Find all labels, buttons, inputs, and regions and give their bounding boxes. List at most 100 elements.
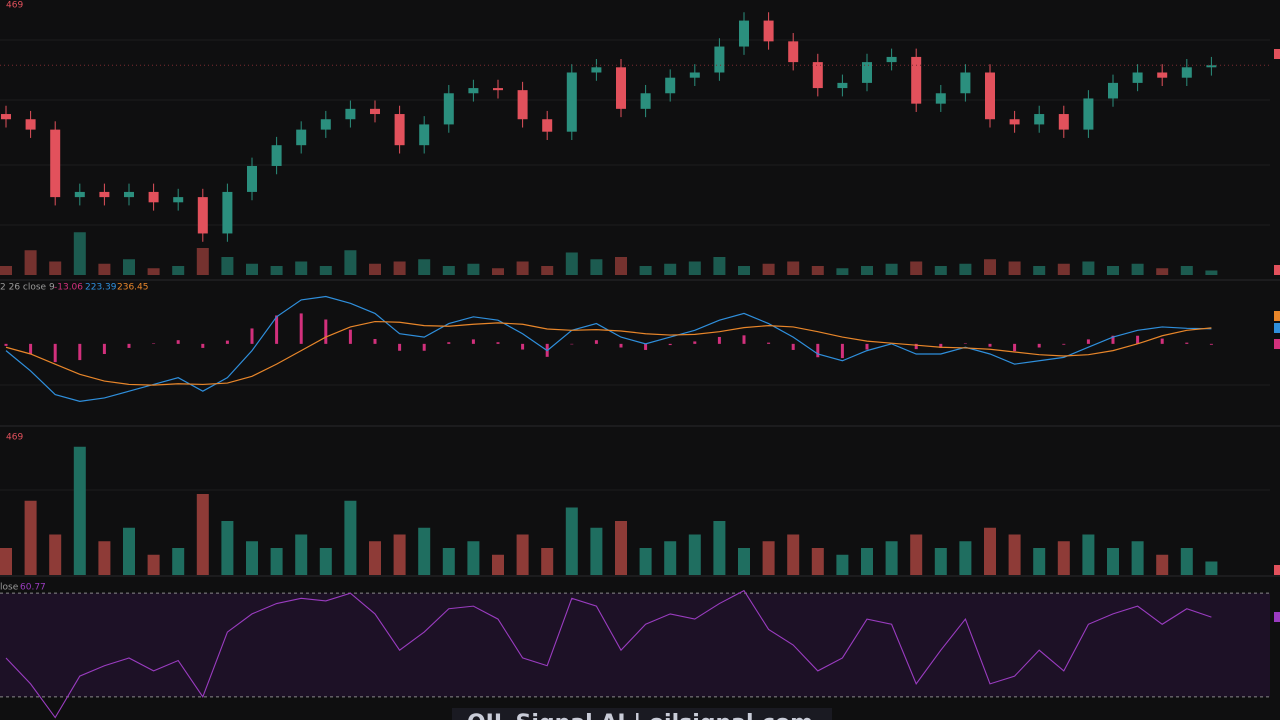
candle-body xyxy=(911,56,922,104)
volume-bar xyxy=(1008,261,1021,275)
histogram-bar xyxy=(988,343,992,347)
volume-bar xyxy=(295,261,308,275)
volume-bar xyxy=(1033,266,1046,275)
candle-body xyxy=(443,93,454,125)
volume-bar xyxy=(910,261,923,275)
histogram-bar xyxy=(767,342,771,344)
volume-bar xyxy=(24,250,37,275)
volume-bar xyxy=(516,261,529,275)
volume-bar xyxy=(836,268,849,275)
volume-bar xyxy=(49,534,62,575)
volume-bar xyxy=(0,548,12,575)
volume-bar xyxy=(1156,554,1169,575)
candle-body xyxy=(1132,72,1143,83)
candle-body xyxy=(960,72,971,94)
histogram-bar xyxy=(152,343,156,344)
volume-bar xyxy=(172,266,185,275)
volume-bar xyxy=(172,548,185,575)
candle-body xyxy=(493,88,503,91)
volume-bar xyxy=(713,521,726,575)
volume-bar xyxy=(811,548,824,575)
candle-body xyxy=(862,62,872,83)
candle-body xyxy=(222,191,233,234)
volume-bar xyxy=(664,263,677,275)
candle-body xyxy=(665,77,676,94)
histogram-bar xyxy=(250,328,254,344)
histogram-bar xyxy=(1062,343,1066,345)
histogram-bar xyxy=(496,342,500,344)
histogram-bar xyxy=(422,343,426,351)
histogram-bar xyxy=(668,343,672,346)
volume-bar xyxy=(123,527,135,575)
histogram-bar xyxy=(693,341,697,344)
volume-bar xyxy=(393,534,406,575)
volume-bar xyxy=(196,248,209,275)
histogram-bar xyxy=(619,343,623,348)
candle-body xyxy=(935,93,946,104)
candle-body xyxy=(1034,114,1045,125)
volume-bar xyxy=(147,268,160,275)
volume-bar xyxy=(541,266,554,275)
candle-body xyxy=(247,165,257,192)
volume-bar xyxy=(73,232,86,275)
volume-bar xyxy=(934,548,947,575)
histogram-bar xyxy=(127,343,131,348)
scale-label: 469 xyxy=(6,433,23,443)
volume-bar xyxy=(811,266,824,275)
volume-bar xyxy=(1082,534,1095,575)
histogram-bar xyxy=(644,343,648,350)
histogram-bar xyxy=(348,329,352,344)
volume-bar xyxy=(49,261,62,275)
volume-bar xyxy=(147,554,160,575)
volume-bar xyxy=(196,494,209,575)
histogram-bar xyxy=(1136,335,1140,344)
volume-bar xyxy=(836,554,849,575)
volume-bar xyxy=(984,259,996,275)
candle-body xyxy=(296,129,307,146)
candle-body xyxy=(566,72,577,132)
volume-bar xyxy=(1033,548,1046,575)
histogram-bar xyxy=(201,343,205,348)
histogram-bar xyxy=(816,343,820,358)
volume-bar xyxy=(565,252,578,275)
volume-bar xyxy=(639,548,652,575)
candle-body xyxy=(1181,67,1192,78)
candle-body xyxy=(1009,119,1020,125)
candle-body xyxy=(788,41,799,63)
volume-bar xyxy=(295,534,308,575)
candle-body xyxy=(394,114,405,146)
volume-bar xyxy=(787,261,800,275)
histogram-bar xyxy=(447,342,451,344)
candle-body xyxy=(1157,72,1168,78)
volume-bar xyxy=(984,527,996,575)
histogram-bar xyxy=(521,343,525,350)
candle-body xyxy=(886,56,897,63)
volume-bar xyxy=(344,250,357,275)
histogram-bar xyxy=(1160,338,1164,344)
candle-body xyxy=(714,46,725,73)
marks xyxy=(0,12,1270,719)
volume-bar xyxy=(762,541,775,575)
histogram-bar xyxy=(594,340,598,344)
volume-bar xyxy=(1008,534,1021,575)
scale-label: 469 xyxy=(6,1,23,11)
histogram-bar xyxy=(1111,335,1115,344)
volume-bar xyxy=(467,263,480,275)
volume-bar xyxy=(861,548,873,575)
volume-bar xyxy=(418,259,431,275)
histogram-bar xyxy=(4,343,8,346)
volume-bar xyxy=(713,257,726,275)
histogram-bar xyxy=(324,319,328,344)
volume-bar xyxy=(369,263,381,275)
candle-body xyxy=(197,197,208,234)
price-marker xyxy=(1274,612,1280,622)
volume-bar xyxy=(319,548,332,575)
volume-bar xyxy=(541,548,554,575)
histogram-bar xyxy=(176,340,180,344)
volume-bar xyxy=(688,261,701,275)
candle-body xyxy=(1108,82,1118,99)
histogram-bar xyxy=(102,343,106,354)
price-marker xyxy=(1274,323,1280,333)
